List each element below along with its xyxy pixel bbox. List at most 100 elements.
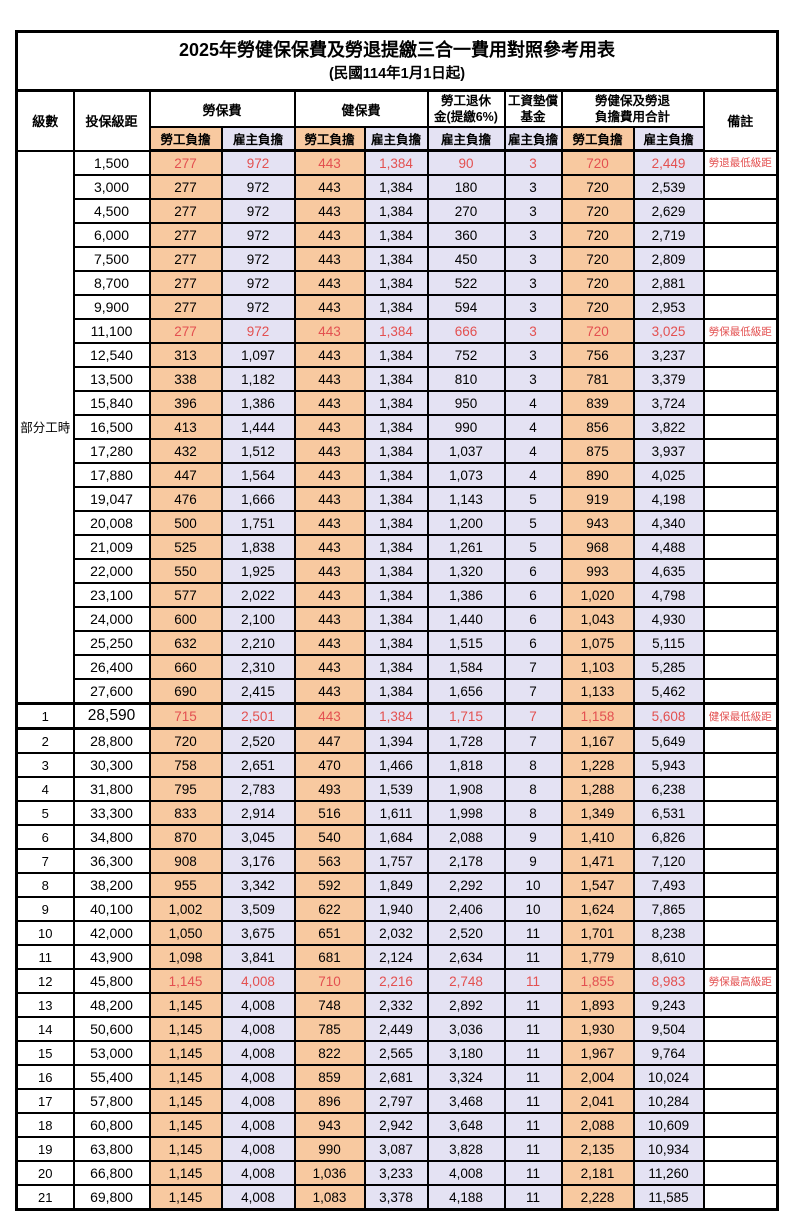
level-cell: 2	[15, 727, 75, 754]
fee-cell: 972	[220, 149, 296, 176]
fee-cell: 720	[560, 149, 635, 176]
fee-cell: 4,930	[632, 606, 705, 632]
fee-cell: 338	[148, 366, 223, 392]
level-cell: 9	[15, 896, 75, 922]
fee-cell: 2,520	[426, 920, 506, 946]
fee-cell: 720	[560, 270, 635, 296]
fee-cell: 1,288	[560, 776, 635, 802]
bracket-cell: 42,000	[72, 920, 151, 946]
level-cell: 4	[15, 776, 75, 802]
fee-cell: 1,684	[363, 824, 429, 850]
fee-cell: 270	[426, 198, 506, 224]
subheader-labor-employer: 雇主負擔	[220, 126, 296, 152]
fee-cell: 3,648	[426, 1112, 506, 1138]
fee-cell: 1,838	[220, 534, 296, 560]
fee-cell: 752	[426, 342, 506, 368]
fee-cell: 3,724	[632, 390, 705, 416]
fee-cell: 720	[148, 727, 223, 754]
bracket-cell: 45,800	[72, 968, 151, 994]
fee-cell: 443	[293, 534, 366, 560]
fee-cell: 1,967	[560, 1040, 635, 1066]
fee-cell: 4,798	[632, 582, 705, 608]
fee-cell: 413	[148, 414, 223, 440]
remark-cell	[702, 678, 779, 705]
fee-cell: 396	[148, 390, 223, 416]
fee-cell: 1,384	[363, 390, 429, 416]
fee-cell: 1,384	[363, 654, 429, 680]
fee-cell: 1,908	[426, 776, 506, 802]
bracket-cell: 9,900	[72, 294, 151, 320]
fee-cell: 6	[503, 558, 563, 584]
fee-cell: 2,914	[220, 800, 296, 826]
fee-cell: 11	[503, 968, 563, 994]
fee-cell: 1,925	[220, 558, 296, 584]
fee-cell: 4,635	[632, 558, 705, 584]
fee-cell: 4,188	[426, 1184, 506, 1211]
bracket-cell: 28,800	[72, 727, 151, 754]
fee-cell: 1,656	[426, 678, 506, 705]
table-row: 17 57,800 1,145 4,008 896 2,797 3,468 11 2,041 10…	[15, 1088, 779, 1114]
fee-cell: 2,797	[363, 1088, 429, 1114]
bracket-cell: 1,500	[72, 149, 151, 176]
table-row: 25,250 632 2,210 443 1,384 1,515 6 1,075 5,115	[17, 630, 779, 656]
fee-cell: 450	[426, 246, 506, 272]
fee-cell: 1,386	[220, 390, 296, 416]
bracket-cell: 17,880	[72, 462, 151, 488]
fee-cell: 660	[148, 654, 223, 680]
fee-cell: 180	[426, 174, 506, 200]
remark-cell	[702, 727, 779, 754]
fee-cell: 2,088	[560, 1112, 635, 1138]
fee-cell: 2,651	[220, 752, 296, 778]
fee-cell: 3	[503, 149, 563, 176]
remark-cell	[702, 1184, 779, 1211]
fee-cell: 1,145	[148, 1088, 223, 1114]
fee-cell: 859	[293, 1064, 366, 1090]
level-group-cell: 部分工時	[15, 149, 75, 705]
remark-cell	[702, 752, 779, 778]
fee-cell: 5,115	[632, 630, 705, 656]
fee-cell: 11	[503, 1136, 563, 1162]
level-cell: 8	[15, 872, 75, 898]
fee-cell: 833	[148, 800, 223, 826]
fee-cell: 2,501	[220, 702, 296, 730]
fee-cell: 3	[503, 342, 563, 368]
bracket-cell: 19,047	[72, 486, 151, 512]
fee-cell: 2,022	[220, 582, 296, 608]
bracket-cell: 12,540	[72, 342, 151, 368]
fee-cell: 550	[148, 558, 223, 584]
fee-cell: 1,384	[363, 606, 429, 632]
total-label-line1: 勞健保及勞退	[594, 94, 670, 108]
fee-cell: 4,008	[220, 1160, 296, 1186]
fee-cell: 5	[503, 486, 563, 512]
table-row: 3 30,300 758 2,651 470 1,466 1,818 8 1,228 5,943	[15, 752, 779, 778]
remark-cell	[702, 390, 779, 416]
fee-cell: 2,332	[363, 992, 429, 1018]
fee-cell: 919	[560, 486, 635, 512]
fee-cell: 2,135	[560, 1136, 635, 1162]
fee-cell: 856	[560, 414, 635, 440]
fee-cell: 3,342	[220, 872, 296, 898]
fee-cell: 1,384	[363, 558, 429, 584]
fee-cell: 908	[148, 848, 223, 874]
fee-cell: 4,340	[632, 510, 705, 536]
fee-cell: 443	[293, 270, 366, 296]
bracket-cell: 6,000	[72, 222, 151, 248]
col-header-labor-insurance: 勞保費	[148, 89, 296, 128]
bracket-cell: 48,200	[72, 992, 151, 1018]
bracket-cell: 38,200	[72, 872, 151, 898]
fee-cell: 443	[293, 558, 366, 584]
level-cell: 7	[15, 848, 75, 874]
fee-cell: 1,043	[560, 606, 635, 632]
fee-cell: 277	[148, 318, 223, 344]
fee-cell: 1,384	[363, 342, 429, 368]
remark-cell	[702, 1040, 779, 1066]
remark-cell	[702, 222, 779, 248]
fee-cell: 681	[293, 944, 366, 970]
fee-cell: 4	[503, 438, 563, 464]
table-row: 13 48,200 1,145 4,008 748 2,332 2,892 11 1,893 9,…	[15, 992, 779, 1018]
fee-cell: 1,145	[148, 992, 223, 1018]
fee-cell: 4,008	[426, 1160, 506, 1186]
fee-cell: 2,634	[426, 944, 506, 970]
subheader-total-employer: 雇主負擔	[632, 126, 705, 152]
fee-cell: 443	[293, 606, 366, 632]
